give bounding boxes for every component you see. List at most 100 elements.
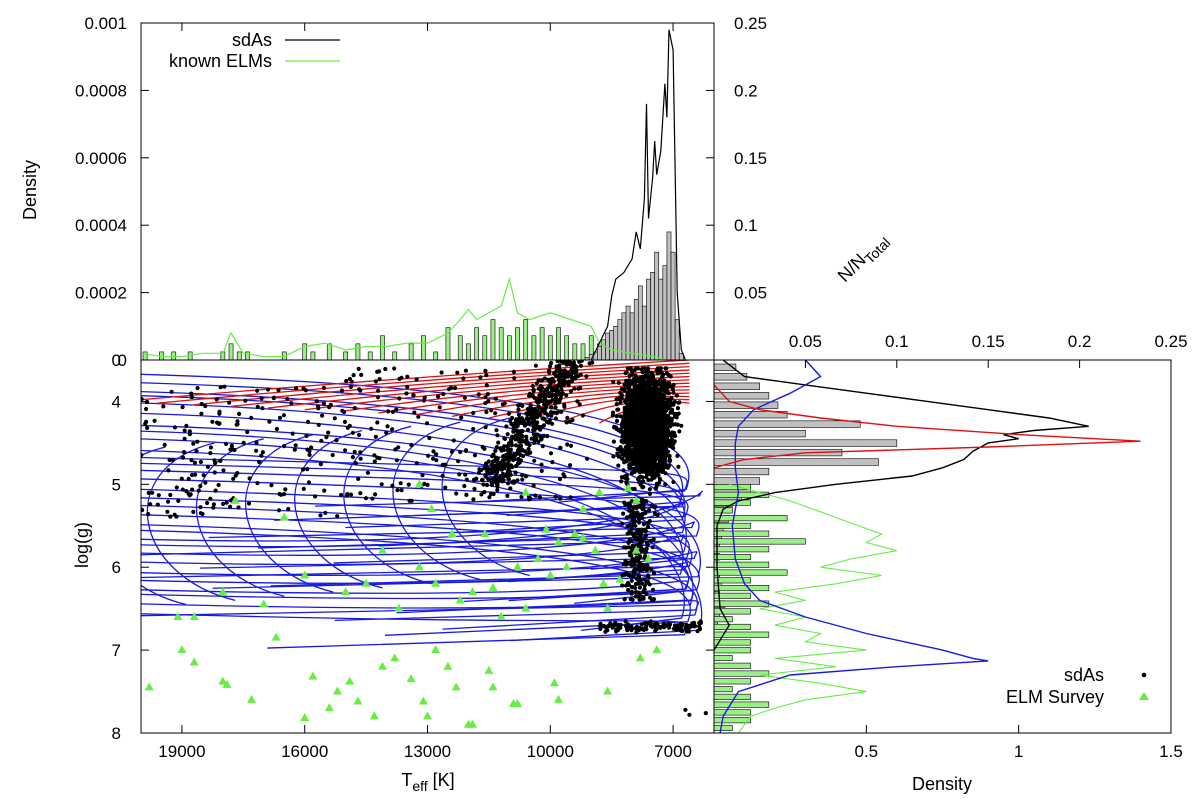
- sdas-point: [587, 361, 592, 366]
- sdas-point: [289, 401, 294, 406]
- sdas-point: [692, 620, 697, 626]
- sdas-point: [642, 390, 647, 395]
- sdas-point: [568, 361, 574, 366]
- sdas-point: [511, 427, 516, 432]
- sdas-point: [639, 454, 644, 459]
- sdas-point: [405, 384, 410, 390]
- sdas-points: [141, 360, 708, 717]
- sdas-point: [233, 473, 238, 478]
- sdas-point: [637, 520, 642, 525]
- sdas-point: [509, 463, 514, 468]
- sdas-point: [216, 482, 221, 488]
- sdas-point: [562, 474, 567, 479]
- sdas-point: [554, 393, 559, 398]
- sdas-point: [245, 429, 250, 435]
- sdas-point: [283, 487, 288, 492]
- sdas-point: [392, 366, 397, 371]
- sdas-point: [493, 465, 498, 471]
- sdas-point: [610, 413, 616, 418]
- sdas-point: [648, 538, 653, 544]
- sdas-point: [358, 450, 363, 455]
- sdas-point: [196, 488, 201, 493]
- sdas-point: [652, 571, 657, 576]
- sdas-point: [483, 368, 488, 373]
- top-elm-bar: [580, 343, 586, 360]
- sdas-point: [455, 370, 460, 375]
- sdas-point: [217, 411, 222, 416]
- sdas-point: [495, 433, 500, 438]
- sdas-point: [643, 380, 649, 385]
- elm-survey-point: [549, 678, 559, 687]
- blue-track: [141, 478, 700, 549]
- sdas-point: [484, 482, 490, 488]
- elm-survey-point: [603, 686, 613, 695]
- sdas-point: [212, 458, 217, 463]
- top-elm-bar: [556, 327, 561, 360]
- main-y-axis-title: log(g): [72, 522, 92, 568]
- top-elm-bar: [466, 343, 471, 360]
- right-elm-bar: [714, 662, 751, 669]
- right-elm-bar: [714, 709, 751, 716]
- top-elm-bar: [302, 343, 308, 360]
- sdas-point: [424, 421, 430, 426]
- top-sdas-bar: [654, 251, 660, 360]
- sdas-point: [651, 537, 656, 542]
- top-right-tick-label: 0.2: [734, 81, 758, 100]
- sdas-point: [493, 396, 498, 401]
- sdas-point: [568, 495, 573, 500]
- sdas-point: [504, 456, 509, 461]
- right-sdas-bar: [714, 382, 761, 390]
- top-elm-bar: [531, 335, 537, 360]
- elm-survey-point: [541, 524, 551, 533]
- sdas-point: [665, 465, 670, 470]
- sdas-point: [639, 436, 644, 441]
- sdas-point: [623, 399, 628, 404]
- right-histogram-bars: [714, 363, 898, 731]
- sdas-point: [526, 419, 531, 424]
- elm-survey-point: [521, 487, 531, 496]
- elm-survey-point: [451, 682, 461, 691]
- sdas-point: [629, 591, 634, 596]
- sdas-point: [314, 399, 319, 404]
- sdas-point: [656, 465, 662, 470]
- sdas-point: [370, 496, 375, 501]
- sdas-point: [649, 370, 654, 375]
- sdas-point: [650, 545, 655, 550]
- sdas-point: [306, 480, 312, 485]
- sdas-point: [330, 452, 335, 458]
- sdas-point: [405, 374, 410, 379]
- sdas-point: [525, 427, 531, 432]
- sdas-point: [641, 506, 646, 511]
- sdas-point: [425, 482, 430, 487]
- sdas-point: [411, 393, 416, 398]
- sdas-point: [502, 444, 507, 449]
- sdas-point: [321, 401, 326, 406]
- sdas-point: [348, 492, 354, 497]
- sdas-point: [208, 445, 213, 450]
- sdas-point: [636, 468, 642, 473]
- top-sdas-bar: [609, 330, 615, 360]
- blue-track: [141, 600, 699, 622]
- sdas-point: [646, 382, 651, 387]
- right-elm-bar: [714, 623, 751, 630]
- elm-survey-point: [230, 495, 240, 504]
- sdas-point: [637, 597, 642, 602]
- sdas-point: [638, 578, 644, 583]
- sdas-point: [181, 450, 187, 455]
- sdas-point: [509, 434, 515, 439]
- sdas-point: [644, 540, 650, 546]
- top-left-tick-label: 0.0002: [75, 284, 127, 303]
- sdas-point: [339, 492, 344, 498]
- right-elm-bar: [714, 585, 770, 592]
- right-elm-bar: [714, 639, 751, 646]
- elm-survey-point: [279, 512, 289, 521]
- sdas-point: [394, 458, 399, 463]
- sdas-point: [544, 399, 549, 404]
- elm-survey-point: [480, 529, 490, 538]
- elm-survey-point: [218, 676, 228, 685]
- top-elm-bar: [445, 327, 451, 360]
- sdas-point: [542, 376, 547, 381]
- sdas-point: [659, 397, 664, 402]
- sdas-point: [619, 426, 624, 431]
- legend-label-elm-survey: ELM Survey: [1006, 687, 1104, 707]
